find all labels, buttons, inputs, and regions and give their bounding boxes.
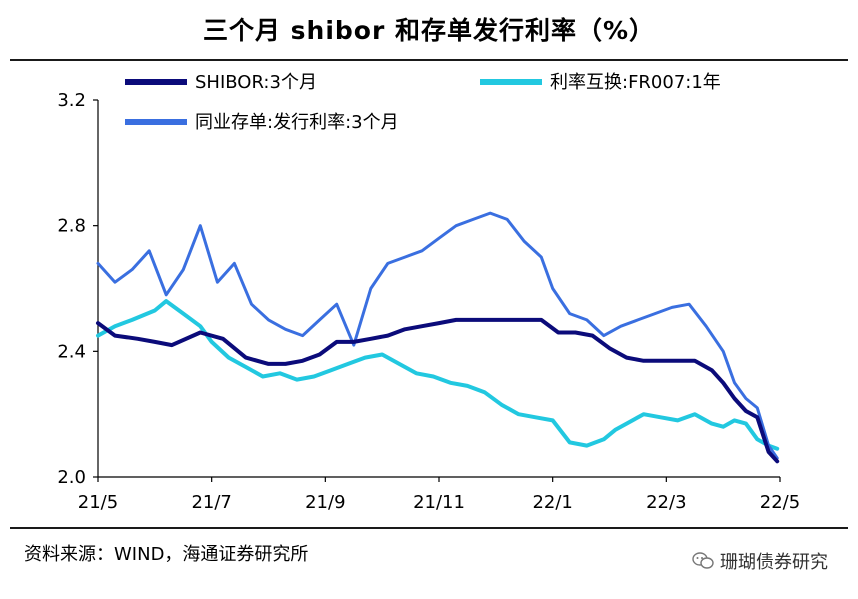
- y-tick-label: 2.0: [57, 467, 86, 488]
- series-line-0: [96, 317, 780, 464]
- title-rule: [10, 59, 848, 61]
- y-tick-label: 2.8: [57, 216, 86, 237]
- source-rule: [10, 527, 848, 529]
- y-tick-label: 3.2: [57, 90, 86, 111]
- series-line-1: [96, 299, 780, 451]
- wechat-icon: [692, 552, 714, 569]
- x-tick-label: 21/5: [78, 492, 118, 513]
- chart-title: 三个月 shibor 和存单发行利率（%）: [202, 16, 656, 45]
- source-note: 资料来源：WIND，海通证券研究所: [24, 544, 309, 565]
- watermark: 珊瑚债券研究: [692, 548, 828, 574]
- watermark-text: 珊瑚债券研究: [720, 552, 828, 573]
- y-tick-label: 2.4: [57, 341, 86, 362]
- x-tick-label: 22/1: [532, 492, 572, 513]
- series-line-2: [96, 211, 779, 460]
- legend-label: 利率互换:FR007:1年: [550, 72, 721, 93]
- legend-label: SHIBOR:3个月: [195, 72, 317, 93]
- x-tick-label: 21/9: [305, 492, 345, 513]
- x-tick-label: 21/11: [413, 492, 465, 513]
- x-tick-label: 22/3: [646, 492, 686, 513]
- line-chart: 2.0 2.4 2.8 3.2 21/5 21/7 21/9 21/11 22/1 22/3 22/…: [57, 72, 800, 513]
- x-tick-label: 22/5: [760, 492, 800, 513]
- legend-label: 同业存单:发行利率:3个月: [195, 112, 399, 133]
- x-tick-label: 21/7: [191, 492, 231, 513]
